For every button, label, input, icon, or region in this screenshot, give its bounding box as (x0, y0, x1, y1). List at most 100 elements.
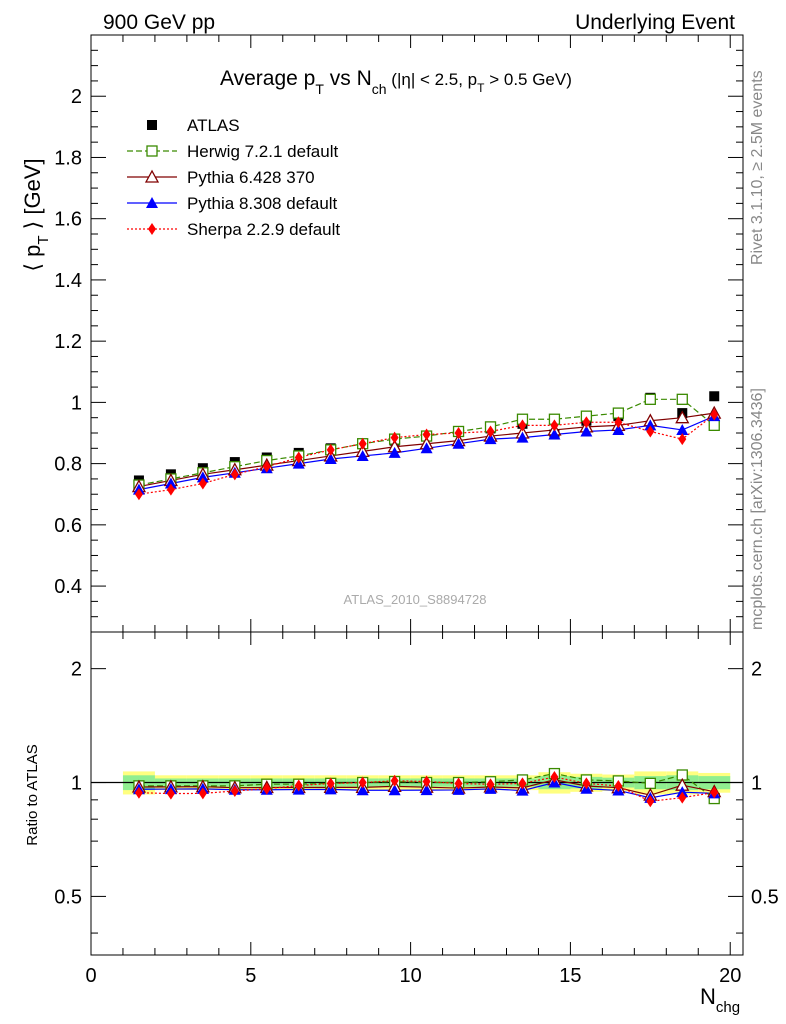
legend: ATLAS Herwig 7.2.1 default Pythia 6.428 37… (127, 116, 340, 239)
main-data-point (134, 488, 143, 501)
main-data-point (166, 483, 175, 496)
legend-marker (144, 169, 160, 183)
legend-label: Pythia 6.428 370 (187, 168, 315, 187)
rivet-label: Rivet 3.1.10, ≥ 2.5M events (749, 70, 766, 265)
main-ytick-label: 1.8 (54, 147, 82, 169)
main-ytick-label: 1.6 (54, 209, 82, 231)
ratio-data-point (294, 779, 303, 792)
main-data-point (230, 468, 239, 481)
main-data-point (708, 419, 720, 431)
main-data-point (709, 391, 720, 402)
ratio-ytick-label-right: 2 (751, 659, 762, 681)
main-series-line (138, 414, 715, 495)
header-left: 900 GeV pp (103, 11, 215, 34)
main-ytick-label: 0.8 (54, 454, 82, 476)
ratio-data-point (518, 777, 527, 790)
legend-marker (147, 120, 157, 130)
ratio-data-point (134, 786, 143, 799)
ratio-data-point (550, 771, 559, 784)
ratio-data-point (678, 791, 687, 804)
main-data-point (644, 393, 656, 405)
ratio-data-point (644, 777, 656, 790)
main-ylabel-text: ⟨ pT ⟩ [GeV] (20, 158, 52, 271)
main-data-point (326, 443, 335, 456)
ratio-data-point (356, 784, 369, 796)
ratio-data-point (390, 774, 399, 787)
legend-label: Herwig 7.2.1 default (187, 142, 338, 161)
ratio-data (131, 767, 722, 808)
legend-marker (148, 223, 156, 235)
main-data-point (262, 460, 271, 473)
ratio-ytick-label-left: 1 (71, 773, 82, 795)
main-data-point (358, 437, 367, 450)
main-data-point (582, 416, 591, 429)
main-ytick-label: 1.2 (54, 331, 82, 353)
main-data-point (486, 425, 495, 438)
ratio-ytick-label-right: 0.5 (751, 886, 779, 908)
ratio-xtick-label: 10 (399, 965, 421, 987)
ratio-xtick-label: 0 (85, 965, 96, 987)
main-data-point (164, 477, 177, 489)
ratio-ticks: 0 5 10 15 20 0.5 0.5 1 1 2 2 (54, 632, 779, 987)
main-data-point (452, 437, 465, 449)
main-ticks: 0.4 0.6 0.8 1 1.2 1.4 1.6 1.8 2 (54, 34, 743, 632)
main-ylabel-group: ⟨ pT ⟩ [GeV] (20, 158, 52, 271)
ratio-ytick-label-right: 1 (751, 773, 762, 795)
main-data-point (484, 433, 497, 445)
legend-marker (146, 197, 158, 208)
main-ytick-label: 1 (71, 392, 82, 414)
main-data-point (646, 425, 655, 438)
ratio-data-point (326, 777, 335, 790)
main-data-point (550, 419, 559, 432)
ratio-data-point (230, 784, 239, 797)
main-data-point (388, 446, 401, 458)
main-data (131, 391, 722, 501)
main-data-point (612, 423, 625, 435)
legend-label: ATLAS (187, 116, 240, 135)
legend-label: Pythia 8.308 default (187, 194, 338, 213)
ratio-data-point (454, 777, 463, 790)
ratio-panel: 0 5 10 15 20 0.5 0.5 1 1 2 2 Ratio to ATLAS Nchg (24, 631, 779, 1016)
ratio-data-point (198, 787, 207, 800)
main-data-point (422, 428, 431, 441)
main-title: Average pT vs Nch (|η| < 2.5, pT > 0.5 G… (220, 67, 572, 97)
ratio-xtick-label: 20 (719, 965, 741, 987)
main-data-point (678, 433, 687, 446)
main-data-point (675, 410, 690, 424)
main-ytick-label: 0.6 (54, 515, 82, 537)
main-ytick-label: 0.4 (54, 576, 82, 598)
main-data-point (516, 431, 529, 443)
ratio-data-point (646, 795, 655, 808)
ratio-frame (90, 631, 744, 956)
ratio-data-point (582, 777, 591, 790)
ratio-data-point (422, 775, 431, 788)
ratio-xtick-label: 15 (559, 965, 581, 987)
main-data-point (710, 408, 719, 421)
ratio-data-point (710, 786, 719, 799)
ratio-data-point (388, 784, 401, 796)
main-ytick-label: 1.4 (54, 270, 82, 292)
main-panel: 0.4 0.6 0.8 1 1.2 1.4 1.6 1.8 2 ATLAS Herwig 7.2.… (20, 34, 744, 633)
ratio-data-point (358, 776, 367, 789)
main-data-point (198, 477, 207, 490)
main-data-point (454, 427, 463, 439)
main-data-point (324, 453, 337, 465)
main-data-point (644, 419, 657, 431)
main-ytick-label: 2 (71, 86, 82, 108)
main-data-point (294, 451, 303, 464)
main-data-point (196, 471, 209, 483)
main-data-point (356, 449, 369, 461)
main-data-point (518, 419, 527, 432)
main-data-point (548, 428, 561, 440)
header-right: Underlying Event (575, 11, 735, 34)
main-data-point (676, 423, 689, 435)
legend-marker (146, 145, 158, 157)
ratio-data-point (262, 782, 271, 795)
main-data-point (676, 393, 688, 405)
ratio-xtick-label: 5 (245, 965, 256, 987)
legend-label: Sherpa 2.2.9 default (187, 220, 340, 239)
ratio-ytick-label-left: 2 (71, 659, 82, 681)
ratio-data-point (516, 784, 529, 796)
ratio-ytick-label-left: 0.5 (54, 886, 82, 908)
